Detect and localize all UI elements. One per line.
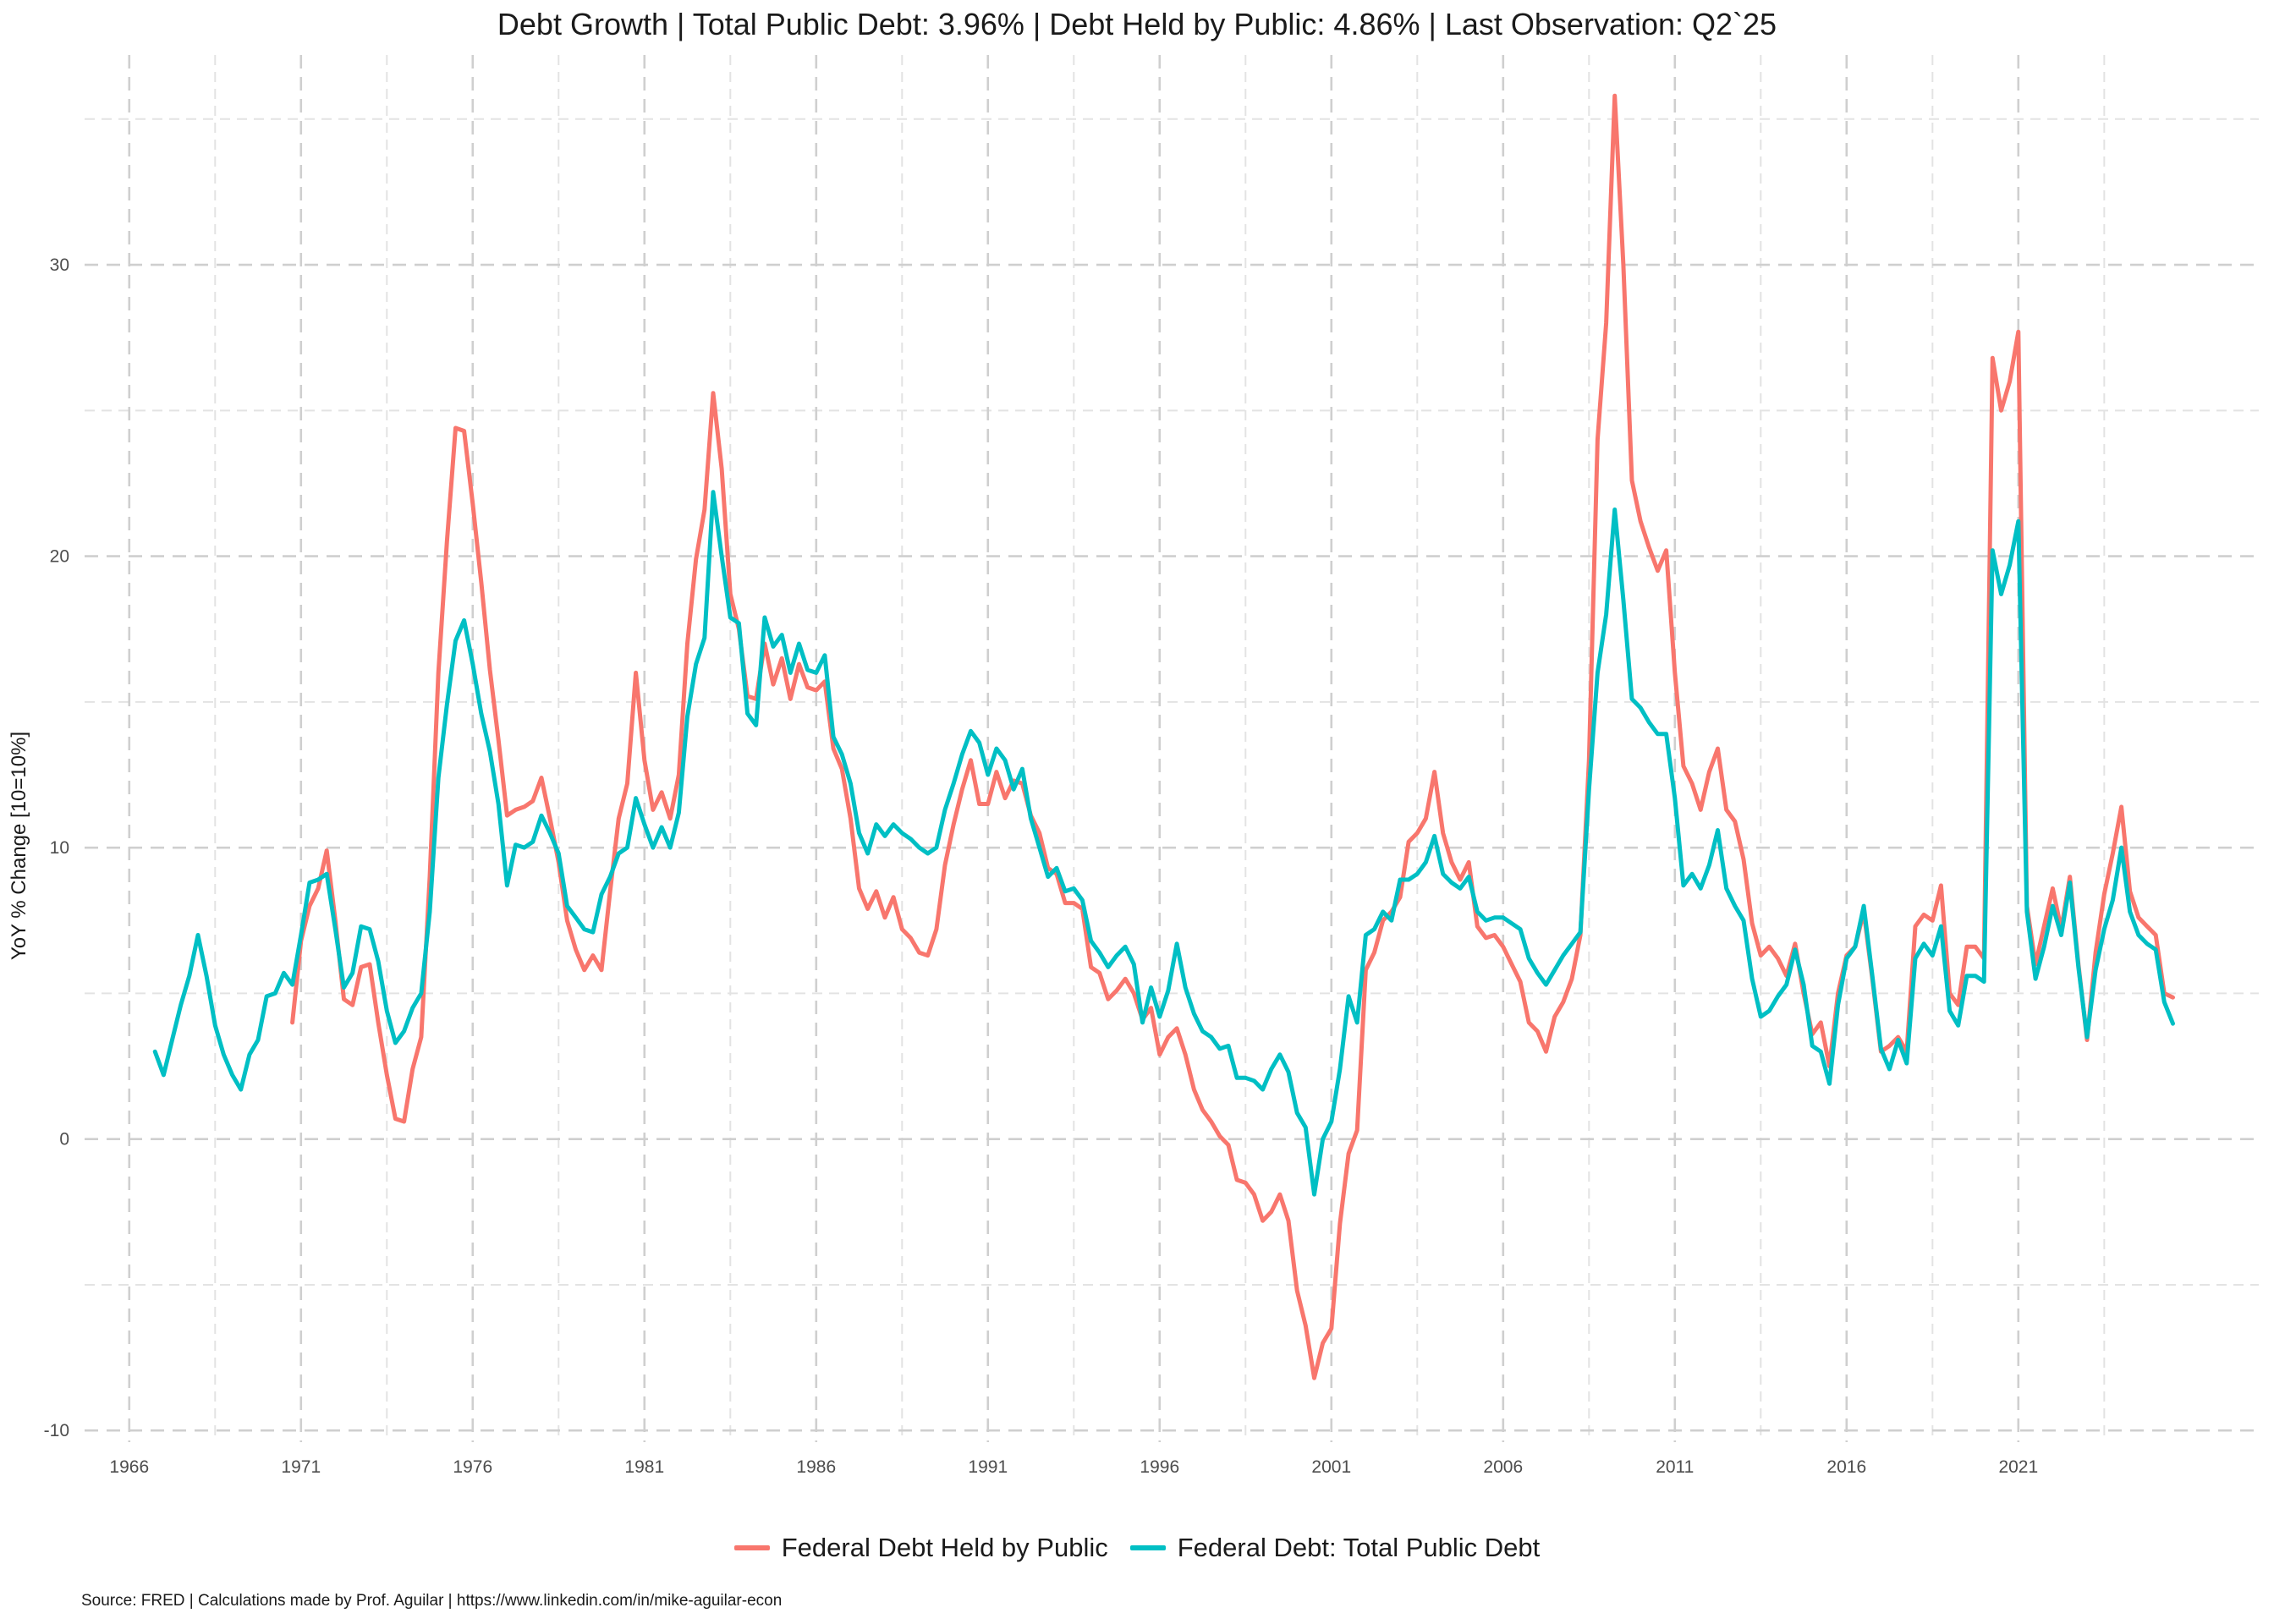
x-tick-label: 2001 [1311,1457,1351,1477]
legend: Federal Debt Held by Public Federal Debt… [0,1533,2274,1563]
legend-key-debt-held-by-public [733,1545,770,1550]
x-tick-label: 1996 [1140,1457,1179,1477]
x-tick-label: 1976 [453,1457,492,1477]
legend-key-total-public-debt [1129,1545,1166,1550]
series-line-total-public-debt [152,490,2175,1197]
legend-label-total-public-debt: Federal Debt: Total Public Debt [1177,1533,1541,1562]
x-tick-label: 1971 [281,1457,321,1477]
x-tick-label: 2016 [1826,1457,1866,1477]
y-tick-label: 0 [59,1130,69,1149]
y-axis-tick-labels: -10 0 10 20 30 [44,255,69,1440]
x-tick-label: 2021 [1998,1457,2038,1477]
legend-item-total-public-debt: Federal Debt: Total Public Debt [1129,1533,1541,1563]
y-tick-label: 20 [50,547,69,567]
chart-title: Debt Growth | Total Public Debt: 3.96% |… [497,7,1777,41]
x-tick-label: 1991 [968,1457,1008,1477]
legend-label-debt-held-by-public: Federal Debt Held by Public [781,1533,1108,1562]
x-tick-label: 1966 [109,1457,149,1477]
x-tick-label: 2011 [1656,1457,1694,1477]
x-tick-label: 2006 [1483,1457,1523,1477]
minor-gridlines [85,55,2259,1442]
source-caption: Source: FRED | Calculations made by Prof… [81,1592,783,1610]
x-tick-label: 1981 [624,1457,664,1477]
x-axis-tick-labels: 1966 1971 1976 1981 1986 1991 1996 2001 2006 2011… [109,1457,2038,1477]
series-lines [152,93,2175,1380]
y-tick-label: 10 [50,838,69,858]
series-line-debt-held-by-public [290,93,2175,1380]
legend-item-debt-held-by-public: Federal Debt Held by Public [733,1533,1108,1563]
y-tick-label: -10 [44,1421,69,1440]
x-tick-label: 1986 [796,1457,836,1477]
y-axis-title: YoY % Change [10=10%] [8,732,30,960]
y-tick-label: 30 [50,255,69,275]
